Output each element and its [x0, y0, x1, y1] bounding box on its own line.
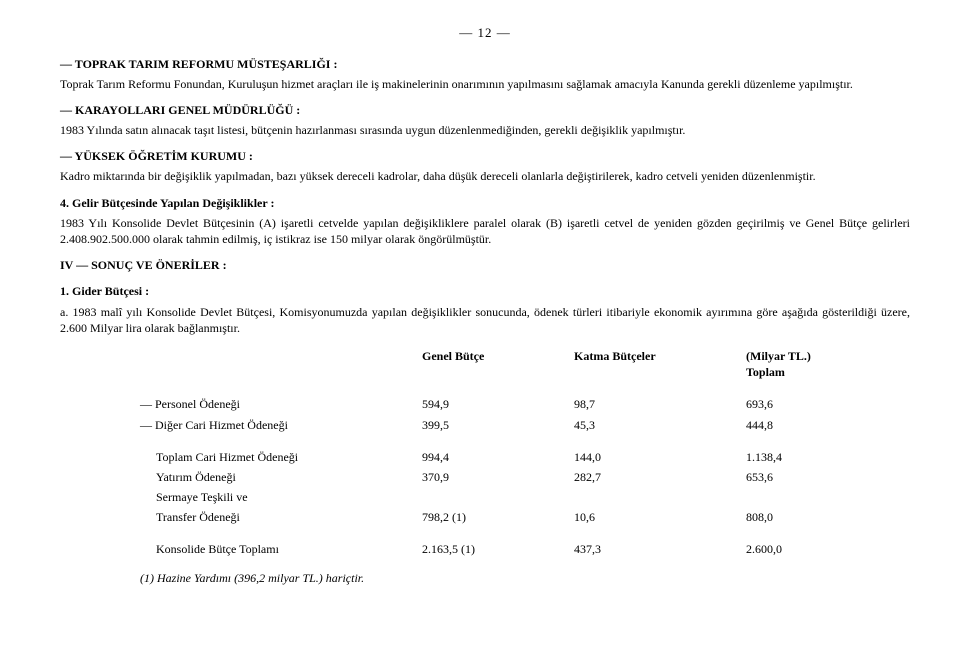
section-karayollari-body: 1983 Yılında satın alınacak taşıt listes…	[60, 122, 910, 138]
cell: 444,8	[746, 415, 833, 435]
table-row: Sermaye Teşkili ve	[140, 487, 833, 507]
col-katma: Katma Bütçeler	[574, 346, 746, 382]
cell: 399,5	[422, 415, 574, 435]
row-label: Sermaye Teşkili ve	[140, 487, 422, 507]
cell: 10,6	[574, 507, 746, 527]
col-genel: Genel Bütçe	[422, 346, 574, 382]
table-row: — Personel Ödeneği 594,9 98,7 693,6	[140, 394, 833, 414]
section-toprak-heading: — TOPRAK TARIM REFORMU MÜSTEŞARLIĞI :	[60, 56, 910, 72]
table-row: — Diğer Cari Hizmet Ödeneği 399,5 45,3 4…	[140, 415, 833, 435]
footnote: (1) Hazine Yardımı (396,2 milyar TL.) ha…	[140, 570, 910, 586]
row-label: Yatırım Ödeneği	[140, 467, 422, 487]
section-gider-heading: 1. Gider Bütçesi :	[60, 283, 910, 299]
table-row: Yatırım Ödeneği 370,9 282,7 653,6	[140, 467, 833, 487]
section-iv-heading: IV — SONUÇ VE ÖNERİLER :	[60, 257, 910, 273]
section-karayollari-heading: — KARAYOLLARI GENEL MÜDÜRLÜĞÜ :	[60, 102, 910, 118]
cell	[746, 487, 833, 507]
section-gelir-body: 1983 Yılı Konsolide Devlet Bütçesinin (A…	[60, 215, 910, 247]
cell: 437,3	[574, 539, 746, 559]
cell: 98,7	[574, 394, 746, 414]
unit-label: (Milyar TL.)	[746, 348, 811, 364]
col-toplam: (Milyar TL.) Toplam	[746, 346, 833, 382]
cell: 994,4	[422, 447, 574, 467]
cell: 594,9	[422, 394, 574, 414]
row-label: Toplam Cari Hizmet Ödeneği	[140, 447, 422, 467]
row-label: Konsolide Bütçe Toplamı	[140, 539, 422, 559]
cell: 282,7	[574, 467, 746, 487]
row-label: Transfer Ödeneği	[140, 507, 422, 527]
section-gider-body: a. 1983 malî yılı Konsolide Devlet Bütçe…	[60, 304, 910, 336]
cell: 144,0	[574, 447, 746, 467]
row-label: — Diğer Cari Hizmet Ödeneği	[140, 415, 422, 435]
budget-table: Genel Bütçe Katma Bütçeler (Milyar TL.) …	[140, 346, 833, 560]
table-row: Toplam Cari Hizmet Ödeneği 994,4 144,0 1…	[140, 447, 833, 467]
cell: 2.600,0	[746, 539, 833, 559]
row-label: — Personel Ödeneği	[140, 394, 422, 414]
cell: 798,2 (1)	[422, 507, 574, 527]
cell: 808,0	[746, 507, 833, 527]
cell: 45,3	[574, 415, 746, 435]
cell: 1.138,4	[746, 447, 833, 467]
section-yok-body: Kadro miktarında bir değişiklik yapılmad…	[60, 168, 910, 184]
section-yok-heading: — YÜKSEK ÖĞRETİM KURUMU :	[60, 148, 910, 164]
cell: 693,6	[746, 394, 833, 414]
table-row: Transfer Ödeneği 798,2 (1) 10,6 808,0	[140, 507, 833, 527]
cell	[422, 487, 574, 507]
cell: 370,9	[422, 467, 574, 487]
table-total-row: Konsolide Bütçe Toplamı 2.163,5 (1) 437,…	[140, 539, 833, 559]
cell: 2.163,5 (1)	[422, 539, 574, 559]
cell	[574, 487, 746, 507]
section-toprak-body: Toprak Tarım Reformu Fonundan, Kuruluşun…	[60, 76, 910, 92]
section-gelir-heading: 4. Gelir Bütçesinde Yapılan Değişiklikle…	[60, 195, 910, 211]
cell: 653,6	[746, 467, 833, 487]
page-number: — 12 —	[60, 24, 910, 42]
col-blank	[140, 346, 422, 382]
table-header-row: Genel Bütçe Katma Bütçeler (Milyar TL.) …	[140, 346, 833, 382]
